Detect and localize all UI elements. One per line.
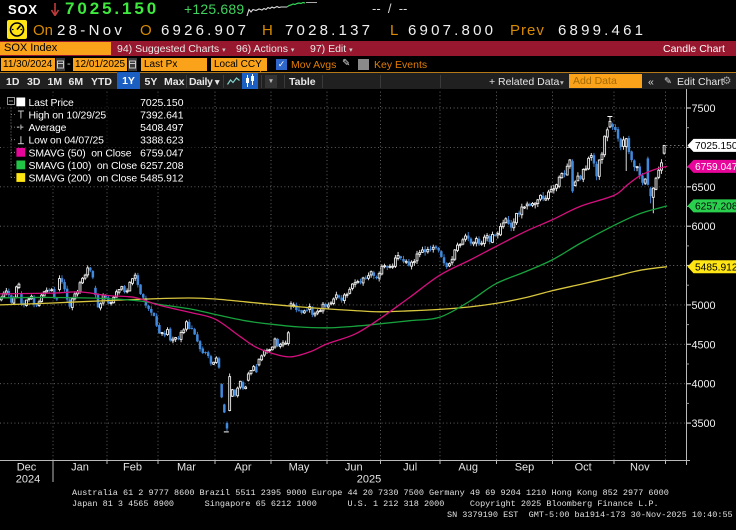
svg-text:6257.208: 6257.208 xyxy=(140,161,184,172)
svg-text:May: May xyxy=(289,462,310,474)
svg-text:SMAVG (200) on Close: SMAVG (200) on Close xyxy=(29,174,138,185)
svg-text:4500: 4500 xyxy=(692,339,716,351)
svg-text:2025: 2025 xyxy=(357,474,381,486)
svg-text:SMAVG (100) on Close: SMAVG (100) on Close xyxy=(29,161,138,172)
svg-text:2024: 2024 xyxy=(16,474,40,486)
svg-text:7392.641: 7392.641 xyxy=(140,111,184,122)
svg-text:5485.912: 5485.912 xyxy=(140,174,184,185)
svg-text:7025.150: 7025.150 xyxy=(695,141,736,152)
svg-text:Oct: Oct xyxy=(575,462,592,474)
svg-text:6500: 6500 xyxy=(692,182,716,194)
svg-text:5000: 5000 xyxy=(692,300,716,312)
svg-text:6000: 6000 xyxy=(692,221,716,233)
svg-text:Jul: Jul xyxy=(403,462,417,474)
svg-text:6759.047: 6759.047 xyxy=(140,148,184,159)
svg-text:Jan: Jan xyxy=(71,462,89,474)
svg-text:6759.047: 6759.047 xyxy=(695,162,736,173)
svg-text:Jun: Jun xyxy=(345,462,363,474)
svg-text:SMAVG (50) on Close: SMAVG (50) on Close xyxy=(29,148,132,159)
svg-text:High on 10/29/25: High on 10/29/25 xyxy=(29,111,107,122)
svg-text:Low on 04/07/25: Low on 04/07/25 xyxy=(29,136,105,147)
svg-text:3500: 3500 xyxy=(692,418,716,430)
svg-text:Last Price: Last Price xyxy=(29,98,75,109)
svg-text:Feb: Feb xyxy=(123,462,142,474)
svg-text:Nov: Nov xyxy=(630,462,650,474)
svg-text:Apr: Apr xyxy=(234,462,251,474)
svg-text:Dec: Dec xyxy=(17,462,37,474)
svg-text:5485.912: 5485.912 xyxy=(695,263,736,274)
svg-text:Average: Average xyxy=(29,123,67,134)
svg-text:Sep: Sep xyxy=(515,462,535,474)
svg-text:7500: 7500 xyxy=(692,103,716,115)
svg-text:7025.150: 7025.150 xyxy=(140,98,184,109)
svg-text:Aug: Aug xyxy=(458,462,478,474)
svg-text:3388.623: 3388.623 xyxy=(140,136,184,147)
svg-text:4000: 4000 xyxy=(692,379,716,391)
svg-text:6257.208: 6257.208 xyxy=(695,202,736,213)
svg-text:Mar: Mar xyxy=(177,462,196,474)
svg-text:5408.497: 5408.497 xyxy=(140,123,184,134)
